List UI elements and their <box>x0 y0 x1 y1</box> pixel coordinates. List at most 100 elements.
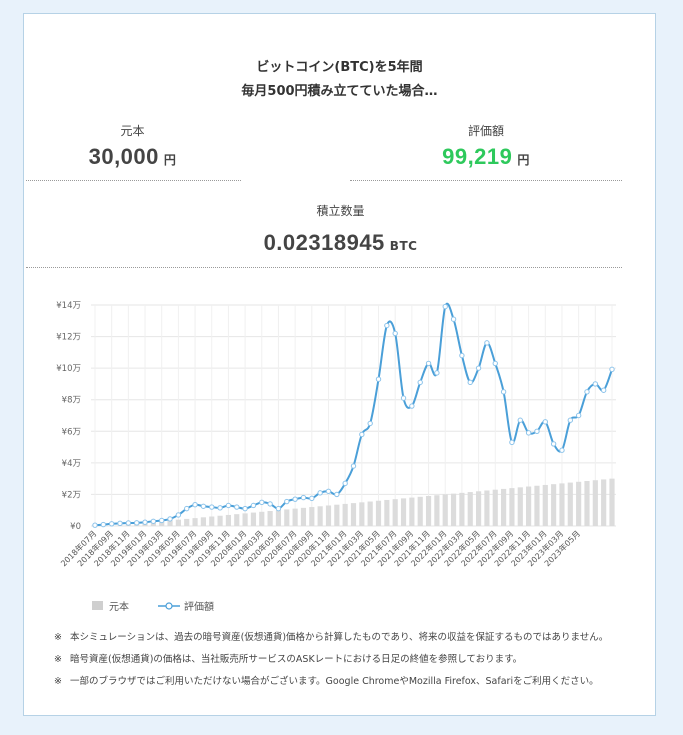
principal-bar <box>534 485 540 526</box>
principal-bar <box>234 514 240 526</box>
valuation-point <box>275 505 282 512</box>
valuation-point <box>359 431 365 438</box>
valuation-point <box>150 518 157 524</box>
valuation-point <box>484 340 490 346</box>
principal-bar <box>200 517 206 526</box>
valuation-point <box>350 463 357 469</box>
legend-valuation-swatch <box>158 601 180 610</box>
principal-bar <box>317 506 323 526</box>
principal-bar <box>184 518 190 526</box>
principal-bar <box>150 522 156 526</box>
valuation-point <box>217 505 223 511</box>
principal-bar <box>175 519 181 526</box>
principal-bar <box>417 496 423 526</box>
principal-bar <box>384 499 390 526</box>
valuation-point <box>133 520 140 526</box>
y-tick-label: ¥8万 <box>62 396 81 406</box>
principal-bar <box>542 484 548 526</box>
valuation-point <box>309 495 315 502</box>
valuation-point <box>375 376 382 382</box>
valuation-point <box>342 480 348 487</box>
legend-principal: 元本 <box>92 598 129 613</box>
principal-label: 元本 <box>120 124 145 138</box>
valuation-point <box>584 389 590 395</box>
quantity-unit: BTC <box>389 239 418 253</box>
y-tick-label: ¥6万 <box>62 427 81 437</box>
principal-bar <box>167 520 173 526</box>
quantity-amount: 0.02318945 <box>263 230 385 255</box>
principal-bar <box>300 507 307 526</box>
principal-bar <box>551 484 557 526</box>
principal-bar <box>601 479 607 526</box>
principal-bar <box>350 503 357 526</box>
principal-bar <box>434 495 440 526</box>
valuation-point <box>292 496 298 502</box>
valuation-point <box>592 381 599 387</box>
y-tick-label: ¥0 <box>70 522 81 532</box>
valuation-point <box>200 503 207 509</box>
valuation-point <box>567 417 574 423</box>
valuation-point <box>534 428 540 434</box>
valuation-point <box>500 389 507 395</box>
valuation-point <box>250 502 257 509</box>
valuation-point <box>108 521 115 527</box>
valuation-point <box>525 430 532 436</box>
header-line2: 毎月500円積み立てていた場合… <box>241 84 438 99</box>
principal-bar <box>559 483 565 526</box>
valuation-point <box>300 494 307 501</box>
principal-bar <box>359 502 365 526</box>
principal-bar <box>342 503 348 526</box>
principal-bar <box>192 518 198 526</box>
legend-valuation-label: 評価額 <box>184 602 214 613</box>
note-3: ※ 一部のブラウザではご利用いただけない場合がございます。Google Chrom… <box>54 673 599 687</box>
valuation-point <box>192 501 198 508</box>
valuation-point <box>225 502 232 509</box>
divider-valuation <box>350 180 622 181</box>
principal-bar <box>392 499 398 526</box>
legend-principal-label: 元本 <box>109 602 129 613</box>
valuation-point <box>284 498 290 505</box>
valuation-point <box>234 504 240 510</box>
legend-principal-swatch <box>92 601 103 610</box>
principal-bar <box>325 505 332 526</box>
valuation-point <box>117 520 123 527</box>
valuation-point <box>475 365 482 371</box>
valuation-point <box>142 519 148 525</box>
principal-bar <box>509 488 515 526</box>
valuation-point <box>442 303 448 310</box>
valuation-point <box>559 447 565 453</box>
note-text: 一部のブラウザではご利用いただけない場合がございます。Google Chrome… <box>70 676 599 687</box>
valuation-point <box>450 316 457 322</box>
principal-bar <box>567 482 573 526</box>
note-mark: ※ <box>54 632 62 643</box>
divider-principal <box>26 180 241 181</box>
principal-bar <box>450 493 457 526</box>
valuation-point <box>259 499 265 506</box>
principal-bar <box>209 516 215 526</box>
principal-bar <box>309 507 315 526</box>
quantity-label: 積立数量 <box>316 204 365 218</box>
valuation-point <box>434 370 440 376</box>
principal-bar <box>592 480 598 526</box>
valuation-point <box>609 366 615 373</box>
principal-bar <box>400 498 407 526</box>
principal-bar <box>492 489 498 526</box>
valuation-label: 評価額 <box>467 124 504 138</box>
valuation-point <box>492 360 498 367</box>
principal-bar <box>267 511 273 526</box>
principal-bar <box>576 481 582 526</box>
principal-bar <box>284 509 290 526</box>
valuation-unit: 円 <box>517 153 530 167</box>
btc-accumulation-chart: ¥0¥2万¥4万¥6万¥8万¥10万¥12万¥14万2018年07月2018年0… <box>56 301 616 568</box>
valuation-point <box>125 520 132 526</box>
principal-bar <box>367 501 373 526</box>
principal-bar <box>526 486 532 526</box>
principal-unit: 円 <box>163 153 177 167</box>
valuation-point <box>334 491 340 498</box>
valuation-point <box>417 379 423 386</box>
valuation-point <box>425 360 432 367</box>
legend-valuation: 評価額 <box>158 598 214 613</box>
note-1: ※ 本シミュレーションは、過去の暗号資産(仮想通貨)価格から計算したものであり、将… <box>54 629 608 643</box>
valuation-point <box>400 395 407 401</box>
principal-amount: 30,000 <box>88 144 159 169</box>
